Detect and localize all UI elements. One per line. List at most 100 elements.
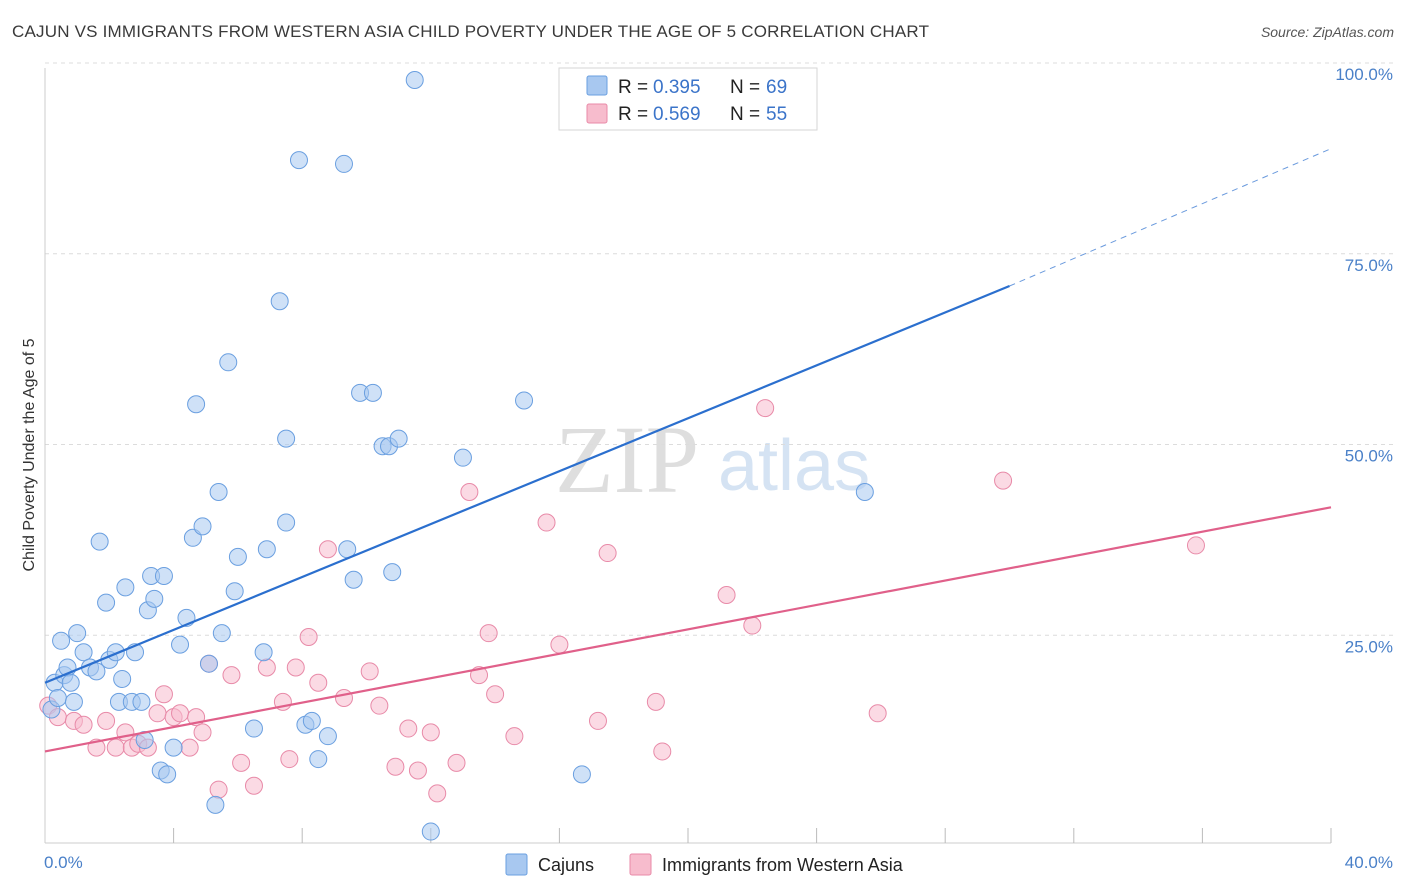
legend-imm-n-label: N = [730,104,760,125]
cajun-point-41 [228,547,247,566]
cajun-point-50 [302,711,321,730]
cajun-point-35 [199,654,218,673]
trend-lines [44,148,1332,753]
imm-point-42 [486,685,505,704]
cajun-trend-extension [1009,148,1332,287]
imm-point-44 [537,513,556,532]
cajun-point-7 [64,692,83,711]
legend-cajun-r-value: 0.395 [653,77,701,98]
imm-point-52 [756,399,775,418]
imm-point-22 [244,776,263,795]
imm-trend-line [44,506,1332,753]
y-tick-label-100: 100.0% [1335,65,1393,84]
series-cajuns-points [42,71,874,841]
imm-point-23 [257,658,276,677]
cajun-point-34 [193,517,212,536]
imm-point-50 [717,586,736,605]
cajun-point-47 [277,513,296,532]
legend-cajun-n-value: 69 [766,77,787,98]
cajun-point-57 [363,383,382,402]
cajun-point-8 [68,624,87,643]
gridlines [45,62,1393,636]
legend-bottom-swatch-imm [629,853,652,876]
cajun-point-39 [219,353,238,372]
imm-point-36 [421,723,440,742]
imm-point-48 [646,692,665,711]
cajun-point-64 [453,448,472,467]
cajun-point-67 [855,483,874,502]
cajun-point-13 [97,593,116,612]
imm-point-54 [994,471,1013,490]
cajun-point-60 [383,563,402,582]
imm-point-3 [74,715,93,734]
y-tick-label-25: 25.0% [1345,637,1393,656]
legend-bottom-cajun: Cajuns [538,855,594,875]
imm-point-41 [479,624,498,643]
imm-point-27 [299,627,318,646]
imm-point-25 [280,750,299,769]
cajun-point-18 [116,578,135,597]
cajun-point-52 [318,727,337,746]
cajun-point-62 [405,71,424,89]
legend-imm-r-label: R = [618,104,648,125]
imm-point-33 [386,757,405,776]
imm-point-17 [193,723,212,742]
cajun-point-66 [572,765,591,784]
imm-point-21 [232,753,251,772]
cajun-point-12 [90,532,109,551]
cajun-point-2 [48,689,67,708]
y-axis-label: Child Poverty Under the Age of 5 [21,338,38,571]
cajun-point-30 [171,635,190,654]
cajun-point-37 [209,483,228,502]
cajun-point-25 [145,589,164,608]
legend-cajun-r-label: R = [618,77,648,98]
x-tick-marks [173,828,1332,843]
imm-point-29 [318,540,337,559]
legend-bottom-swatch-cajun [505,853,528,876]
imm-point-5 [97,711,116,730]
imm-point-11 [148,704,167,723]
legend-swatch-imm [586,103,608,124]
y-tick-labels: 100.0% 75.0% 50.0% 25.0% [1335,65,1393,656]
cajun-point-65 [515,391,534,410]
imm-point-19 [209,780,228,799]
cajun-point-29 [164,738,183,757]
cajun-point-21 [132,692,151,711]
imm-point-34 [399,719,418,738]
legend-swatch-cajun [586,75,608,96]
imm-point-31 [360,662,379,681]
legend-bottom-imm: Immigrants from Western Asia [662,855,904,875]
imm-point-32 [370,696,389,715]
cajun-point-61 [389,429,408,448]
cajun-point-51 [309,750,328,769]
cajun-point-11 [87,662,106,681]
cajun-point-53 [334,154,353,173]
cajun-point-48 [289,151,308,170]
x-tick-label-max: 40.0% [1345,853,1393,872]
cajun-point-55 [344,570,363,589]
cajun-point-40 [225,582,244,601]
cajun-point-44 [257,540,276,559]
imm-point-20 [222,666,241,685]
cajun-point-43 [254,643,273,662]
cajun-point-63 [421,822,440,841]
imm-point-37 [428,784,447,803]
cajun-trend-line [44,284,1010,684]
cajun-point-46 [277,429,296,448]
cajun-point-42 [244,719,263,738]
imm-point-46 [588,711,607,730]
cajun-point-6 [61,673,80,692]
imm-point-26 [286,658,305,677]
imm-point-35 [408,761,427,780]
imm-point-49 [653,742,672,761]
imm-point-12 [154,685,173,704]
legend-bottom: Cajuns Immigrants from Western Asia [505,853,904,876]
y-tick-label-50: 50.0% [1345,447,1393,466]
imm-point-14 [171,704,190,723]
cajun-point-38 [212,624,231,643]
y-tick-label-75: 75.0% [1345,256,1393,275]
legend-cajun-n-label: N = [730,77,760,98]
imm-point-45 [550,635,569,654]
imm-point-28 [309,673,328,692]
